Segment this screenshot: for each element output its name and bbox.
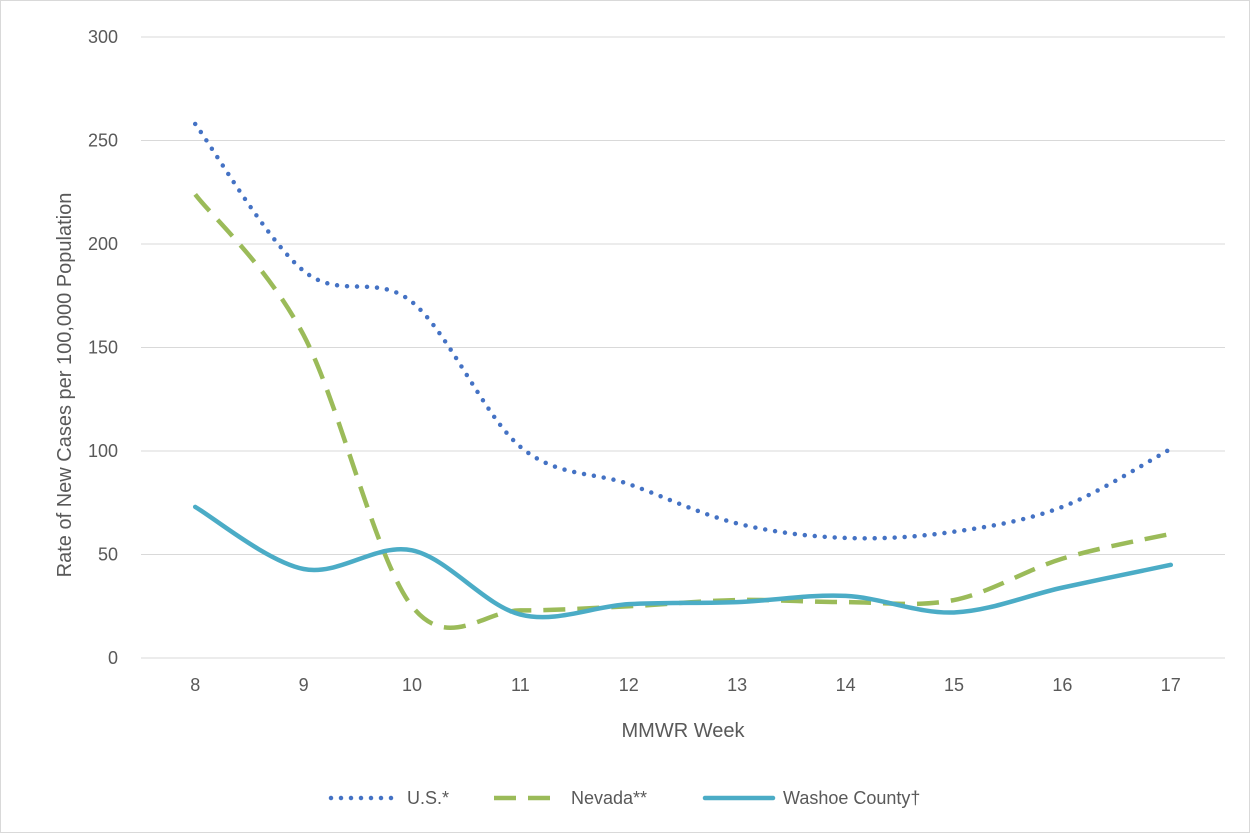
y-axis-ticks: 0 50 100 150 200 250 300 [88,27,118,668]
y-tick-label: 300 [88,27,118,47]
x-tick-label: 12 [619,675,639,695]
x-tick-label: 11 [511,675,530,695]
x-tick-label: 16 [1052,675,1072,695]
legend-label-0: U.S.* [407,788,449,808]
y-tick-label: 200 [88,234,118,254]
series-line-2 [192,504,1174,620]
x-tick-label: 15 [944,675,964,695]
x-tick-label: 10 [402,675,422,695]
legend: U.S.* Nevada** Washoe County† [328,788,920,808]
x-tick-label: 9 [299,675,309,695]
y-tick-label: 50 [98,545,118,565]
x-tick-label: 13 [727,675,747,695]
legend-label-2: Washoe County† [783,788,920,808]
x-tick-label: 17 [1161,675,1181,695]
y-tick-label: 100 [88,441,118,461]
y-axis-title: Rate of New Cases per 100,000 Population [54,193,76,578]
x-axis-title: MMWR Week [622,720,746,742]
y-tick-label: 150 [88,338,118,358]
x-axis-ticks: 8 9 10 11 12 13 14 15 16 17 [190,675,1181,695]
x-tick-label: 8 [190,675,200,695]
x-tick-label: 14 [836,675,856,695]
legend-label-1: Nevada** [571,788,647,808]
series-line-0 [192,121,1174,541]
gridlines [141,36,1225,659]
series-lines [192,121,1174,630]
y-tick-label: 250 [88,131,118,151]
y-tick-label: 0 [108,648,118,668]
